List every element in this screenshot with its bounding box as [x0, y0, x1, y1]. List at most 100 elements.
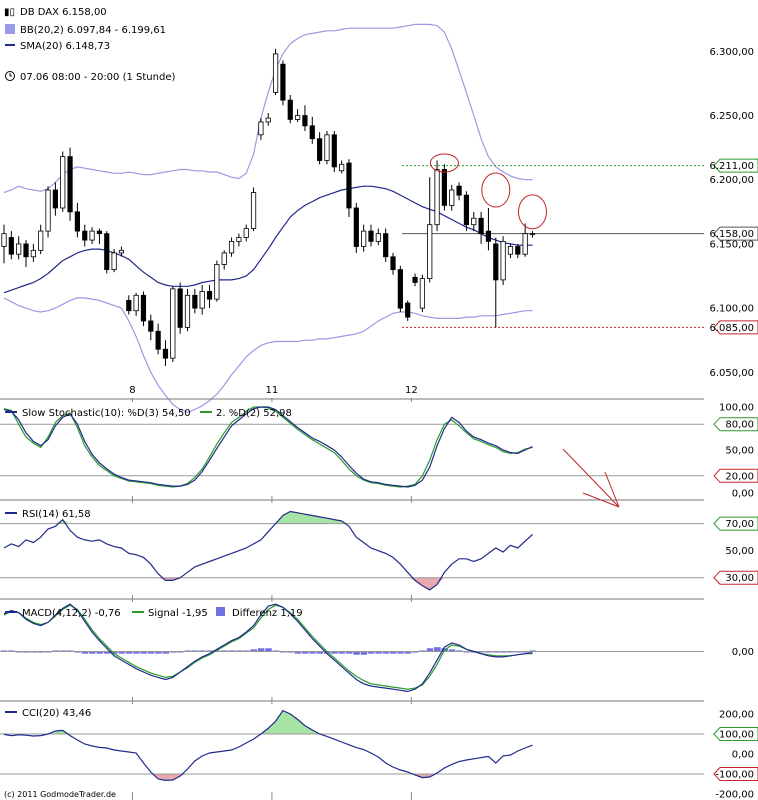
- candle-body-37: [272, 53, 279, 93]
- cci-swatch: [5, 711, 17, 713]
- macd-hist-bar-46: [338, 651, 346, 654]
- macd-hist-bar-48: [353, 651, 360, 655]
- candle-body-43: [317, 138, 323, 161]
- red-circle-marker-0: [429, 153, 459, 173]
- macd-hist-bar-13: [96, 651, 103, 654]
- macd-hist-bar-67: [492, 651, 500, 653]
- candle-body-64: [471, 217, 477, 226]
- macd-tick-label-0: 0,00: [732, 647, 754, 658]
- signal-swatch: [132, 611, 144, 613]
- candle-body-11: [82, 230, 88, 241]
- candle-body-7: [52, 189, 58, 209]
- macd-hist-bar-52: [382, 651, 390, 654]
- candle-body-69: [507, 246, 514, 255]
- rsi-tick-label-1: 50,00: [725, 546, 754, 557]
- stoch-d3-swatch: [5, 411, 17, 413]
- candle-body-12: [89, 230, 95, 241]
- stoch-d3-label: Slow Stochastic(10): %D(3) 54,50: [22, 408, 191, 419]
- candle-body-10: [74, 211, 80, 232]
- macd-hist-bar-42: [309, 651, 316, 654]
- candle-body-45: [331, 134, 337, 168]
- cci-tick-label-1-box: [713, 727, 758, 741]
- macd-hist-bar-35: [257, 648, 265, 652]
- macd-hist-bar-47: [345, 651, 353, 654]
- candle-body-14: [104, 233, 110, 271]
- macd-hist-bar-57: [419, 650, 426, 652]
- candle-body-51: [375, 233, 381, 242]
- macd-hist-bar-18: [133, 651, 140, 654]
- macd-hist-bar-12: [89, 651, 96, 654]
- stoch-d3-line: [3, 406, 533, 488]
- macd-hist-bar-25: [184, 650, 191, 652]
- candle-body-50: [368, 230, 374, 242]
- red-circle-marker-1: [481, 172, 511, 208]
- price-tick-label-2: 6.150,00: [709, 239, 754, 250]
- candle-body-35: [258, 121, 264, 136]
- candle-body-58: [427, 224, 433, 279]
- macd-hist-bar-4: [30, 651, 37, 653]
- rsi-tick-label-0: 70,00: [725, 519, 754, 530]
- macd-hist-bar-49: [360, 651, 368, 655]
- rsi-tick-label-2: 30,00: [725, 573, 754, 584]
- price-legend: ▮▯ DB DAX 6.158,00 BB(20,2) 6.097,84 - 6…: [4, 7, 175, 83]
- macd-hist-bar-9: [67, 650, 74, 652]
- candle-body-28: [206, 291, 213, 300]
- macd-hist-bar-10: [74, 651, 81, 653]
- day-label-0: 8: [129, 385, 135, 396]
- macd-signal-line: [3, 604, 533, 690]
- differenz-swatch: [216, 607, 225, 616]
- rsi-panel: 70,00 50,00 30,00: [0, 510, 758, 602]
- stochastic-panel: 100,00 80,00 50,00 20,00 0,00: [0, 403, 758, 508]
- macd-hist-bar-11: [81, 651, 89, 654]
- candle-body-36: [265, 117, 271, 123]
- candle-body-0: [1, 233, 7, 247]
- bb-legend-swatch: [5, 24, 15, 34]
- candle-body-24: [177, 288, 183, 328]
- candle-body-67: [493, 243, 499, 281]
- candle-body-71: [522, 233, 528, 255]
- day-label-2: 12: [405, 385, 418, 396]
- macd-hist-bar-34: [250, 649, 258, 652]
- stoch-d2-label: 2. %D(2) 52,98: [216, 408, 292, 419]
- level-label-2: 6.085,00: [709, 323, 754, 334]
- macd-hist-bar-32: [235, 650, 243, 652]
- macd-hist-bar-61: [448, 649, 456, 652]
- macd-swatch: [5, 611, 17, 613]
- macd-hist-bar-50: [368, 651, 375, 654]
- candle-body-63: [463, 194, 470, 226]
- bb-label: BB(20,2) 6.097,84 - 6.199,61: [20, 25, 166, 36]
- cci-overbought-fill-1: [260, 710, 320, 734]
- rsi-label: RSI(14) 61,58: [22, 509, 91, 520]
- clock-icon: [5, 71, 15, 81]
- macd-hist-bar-26: [191, 650, 199, 652]
- macd-hist-bar-56: [412, 651, 419, 653]
- macd-hist-bar-39: [287, 651, 294, 653]
- candle-body-15: [111, 252, 117, 271]
- rsi-line: [3, 510, 533, 591]
- candle-body-4: [30, 249, 36, 258]
- candle-body-21: [155, 330, 161, 350]
- stoch-tick-label-3: 20,00: [725, 471, 754, 482]
- level-label-0-box: [713, 158, 758, 173]
- macd-hist-bar-40: [294, 651, 302, 654]
- macd-hist-bar-21: [155, 651, 162, 654]
- red-circle-marker-2: [517, 194, 547, 230]
- macd-hist-bar-19: [140, 651, 147, 654]
- candle-body-68: [500, 240, 506, 281]
- macd-hist-bar-27: [199, 650, 206, 652]
- stochastic-legend: Slow Stochastic(10): %D(3) 54,50 2. %D(2…: [5, 408, 292, 419]
- candle-body-1: [8, 237, 14, 255]
- candle-body-61: [449, 189, 455, 206]
- bollinger-upper-line: [3, 23, 533, 194]
- rsi-tick-label-0-box: [713, 516, 758, 531]
- macd-hist-bar-33: [243, 650, 250, 652]
- candle-body-32: [236, 237, 242, 242]
- cci-tick-label-2: 0,00: [732, 750, 754, 761]
- macd-hist-bar-1: [8, 650, 15, 652]
- candle-body-13: [96, 230, 103, 235]
- macd-hist-bar-45: [331, 651, 338, 654]
- candle-body-52: [383, 233, 389, 258]
- macd-hist-bar-62: [456, 650, 463, 652]
- candle-body-60: [441, 169, 448, 206]
- macd-hist-bar-31: [228, 650, 236, 652]
